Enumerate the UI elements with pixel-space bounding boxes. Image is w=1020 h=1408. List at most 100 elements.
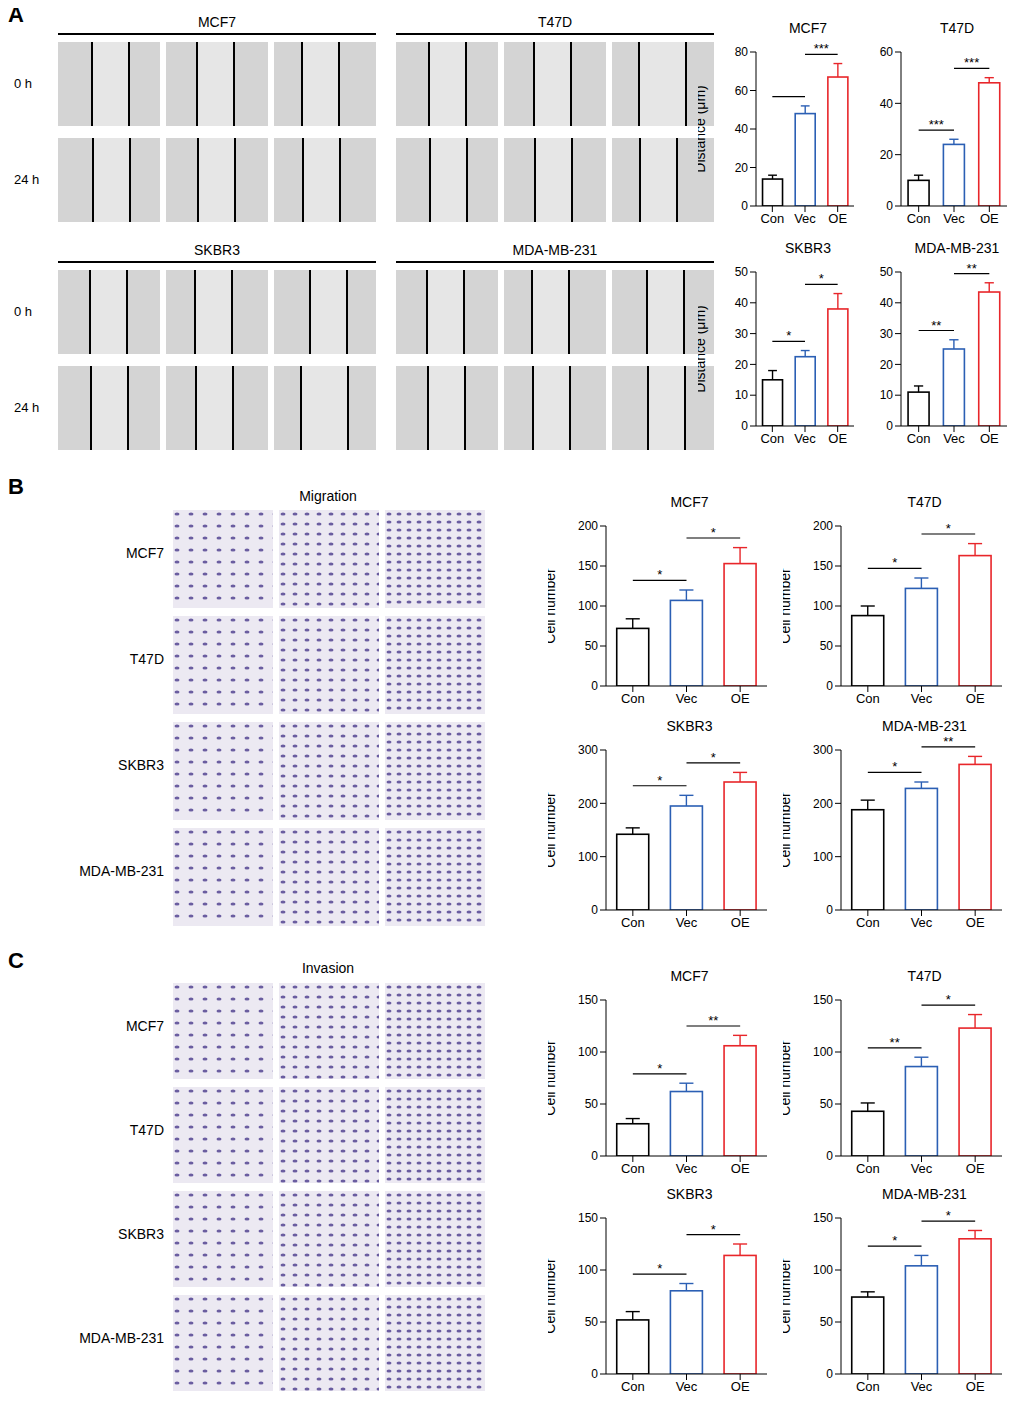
svg-text:OE: OE: [980, 431, 999, 446]
svg-text:300: 300: [578, 743, 598, 757]
svg-text:Cell number: Cell number: [783, 568, 793, 644]
svg-text:OE: OE: [731, 691, 750, 706]
svg-text:100: 100: [813, 1263, 833, 1277]
svg-text:50: 50: [820, 1315, 834, 1329]
svg-text:OE: OE: [966, 915, 985, 930]
svg-text:*: *: [819, 271, 824, 286]
svg-text:Vec: Vec: [911, 1379, 933, 1394]
svg-text:Cell number: Cell number: [783, 1040, 793, 1116]
svg-text:150: 150: [578, 559, 598, 573]
svg-text:***: ***: [964, 55, 979, 70]
svg-text:50: 50: [585, 639, 599, 653]
svg-text:0: 0: [826, 1367, 833, 1381]
svg-text:**: **: [708, 1013, 718, 1028]
svg-text:OE: OE: [966, 1161, 985, 1176]
svg-text:40: 40: [880, 296, 894, 310]
svg-text:Con: Con: [621, 1379, 645, 1394]
svg-text:OE: OE: [731, 1161, 750, 1176]
svg-text:Distance (μm): Distance (μm): [698, 305, 708, 392]
svg-text:*: *: [711, 1222, 716, 1237]
svg-text:OE: OE: [966, 691, 985, 706]
svg-text:Con: Con: [621, 691, 645, 706]
svg-text:***: ***: [814, 41, 829, 56]
svg-text:*: *: [711, 750, 716, 765]
svg-text:30: 30: [880, 327, 894, 341]
svg-text:40: 40: [735, 296, 749, 310]
svg-text:OE: OE: [980, 211, 999, 226]
svg-text:50: 50: [585, 1097, 599, 1111]
svg-text:50: 50: [585, 1315, 599, 1329]
svg-text:Con: Con: [856, 1161, 880, 1176]
svg-text:0: 0: [826, 1149, 833, 1163]
svg-text:20: 20: [880, 358, 894, 372]
svg-text:OE: OE: [828, 211, 847, 226]
svg-text:Vec: Vec: [676, 1379, 698, 1394]
svg-text:150: 150: [813, 1211, 833, 1225]
svg-text:150: 150: [813, 993, 833, 1007]
svg-text:Cell number: Cell number: [548, 1040, 558, 1116]
svg-text:0: 0: [741, 419, 748, 433]
svg-text:100: 100: [578, 1263, 598, 1277]
svg-text:20: 20: [735, 358, 749, 372]
svg-text:30: 30: [735, 327, 749, 341]
svg-text:50: 50: [735, 265, 749, 279]
svg-text:*: *: [946, 521, 951, 536]
svg-text:OE: OE: [966, 1379, 985, 1394]
svg-text:Vec: Vec: [676, 691, 698, 706]
svg-text:100: 100: [813, 599, 833, 613]
svg-text:Con: Con: [856, 915, 880, 930]
svg-text:10: 10: [880, 388, 894, 402]
svg-text:*: *: [786, 328, 791, 343]
svg-text:Con: Con: [760, 211, 784, 226]
svg-text:*: *: [892, 555, 897, 570]
svg-text:*: *: [657, 567, 662, 582]
svg-text:60: 60: [735, 84, 749, 98]
svg-text:Vec: Vec: [676, 915, 698, 930]
svg-text:300: 300: [813, 743, 833, 757]
svg-text:150: 150: [813, 559, 833, 573]
svg-text:**: **: [931, 318, 941, 333]
svg-text:50: 50: [820, 639, 834, 653]
svg-text:Con: Con: [621, 1161, 645, 1176]
svg-text:0: 0: [591, 1367, 598, 1381]
svg-text:50: 50: [880, 265, 894, 279]
svg-text:Con: Con: [856, 1379, 880, 1394]
svg-text:Vec: Vec: [794, 431, 816, 446]
svg-text:Cell number: Cell number: [548, 568, 558, 644]
svg-text:*: *: [946, 992, 951, 1007]
svg-text:0: 0: [591, 679, 598, 693]
svg-text:50: 50: [820, 1097, 834, 1111]
svg-text:Vec: Vec: [911, 915, 933, 930]
svg-text:20: 20: [880, 148, 894, 162]
svg-text:*: *: [711, 525, 716, 540]
svg-text:0: 0: [886, 199, 893, 213]
svg-text:20: 20: [735, 161, 749, 175]
svg-text:150: 150: [578, 1211, 598, 1225]
svg-text:OE: OE: [731, 915, 750, 930]
svg-text:Con: Con: [907, 211, 931, 226]
svg-text:OE: OE: [828, 431, 847, 446]
svg-text:200: 200: [578, 519, 598, 533]
svg-text:Con: Con: [760, 431, 784, 446]
svg-text:Cell number: Cell number: [548, 1258, 558, 1334]
svg-text:Distance (μm): Distance (μm): [698, 85, 708, 172]
svg-text:200: 200: [813, 519, 833, 533]
svg-text:Vec: Vec: [911, 691, 933, 706]
svg-text:0: 0: [741, 199, 748, 213]
svg-text:Vec: Vec: [943, 211, 965, 226]
svg-text:*: *: [892, 759, 897, 774]
svg-text:Vec: Vec: [911, 1161, 933, 1176]
svg-text:0: 0: [886, 419, 893, 433]
svg-text:0: 0: [826, 679, 833, 693]
svg-text:*: *: [657, 1261, 662, 1276]
svg-text:*: *: [946, 1208, 951, 1223]
svg-text:***: ***: [929, 117, 944, 132]
svg-text:**: **: [890, 1035, 900, 1050]
svg-text:*: *: [657, 773, 662, 788]
svg-text:40: 40: [735, 122, 749, 136]
svg-text:OE: OE: [731, 1379, 750, 1394]
svg-text:100: 100: [578, 1045, 598, 1059]
svg-text:*: *: [657, 1061, 662, 1076]
svg-text:80: 80: [735, 45, 749, 59]
svg-text:Con: Con: [907, 431, 931, 446]
